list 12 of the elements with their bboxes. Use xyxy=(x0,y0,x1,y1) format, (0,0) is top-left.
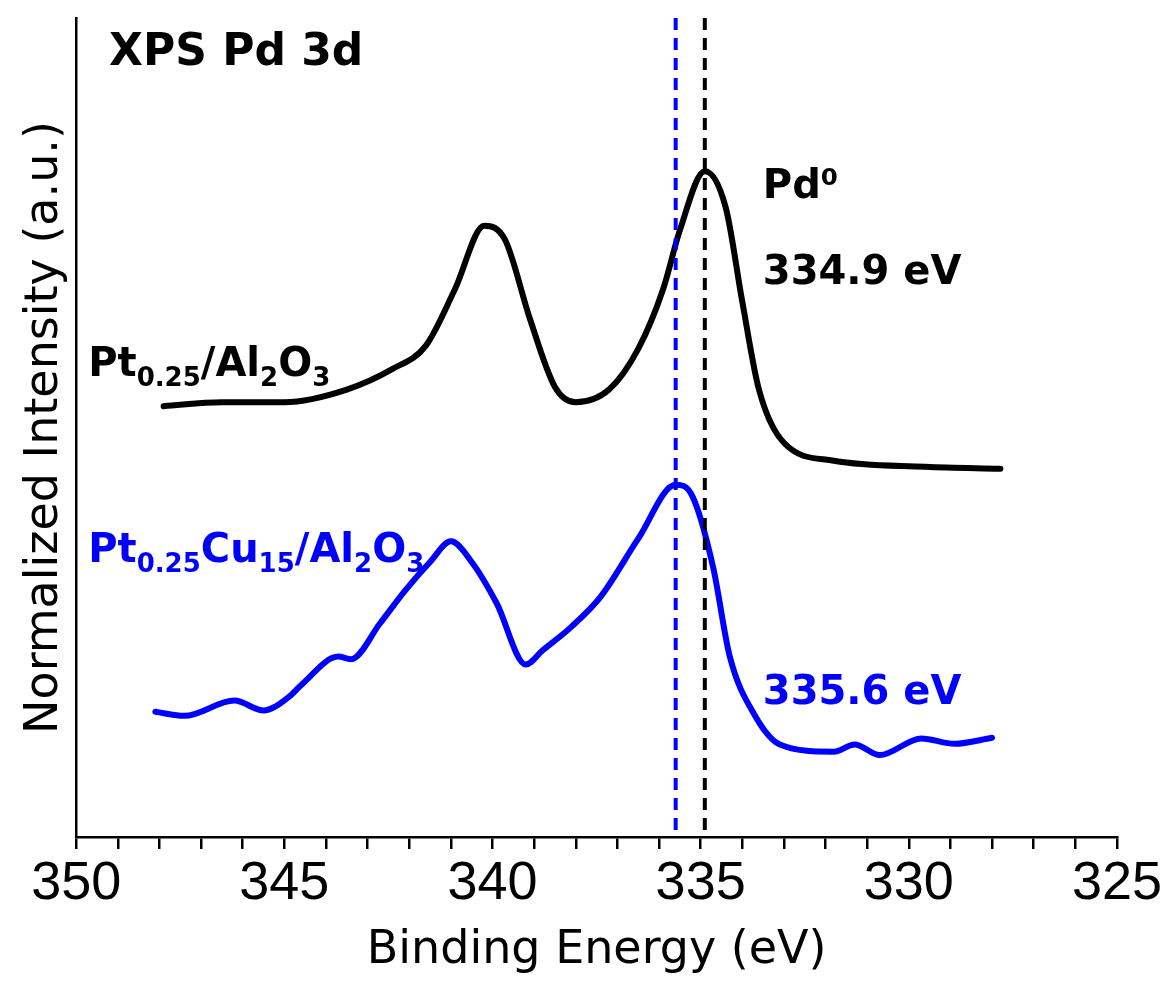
annotation: Pd⁰ xyxy=(762,160,839,207)
x-axis-title: Binding Energy (eV) xyxy=(366,920,827,975)
ref-line-label: 335.6 eV xyxy=(762,666,962,713)
x-tick-label: 325 xyxy=(1071,850,1163,911)
x-tick-label: 330 xyxy=(863,850,954,911)
ref-line-label: 334.9 eV xyxy=(762,247,962,294)
x-tick-label: 350 xyxy=(31,850,122,911)
text: XPS Pd 3d xyxy=(109,23,364,75)
x-tick-label: 345 xyxy=(239,850,330,911)
x-tick-label: 335 xyxy=(655,850,746,911)
y-axis-title: Normalized Intensity (a.u.) xyxy=(13,121,68,734)
x-tick-label: 340 xyxy=(447,850,538,911)
